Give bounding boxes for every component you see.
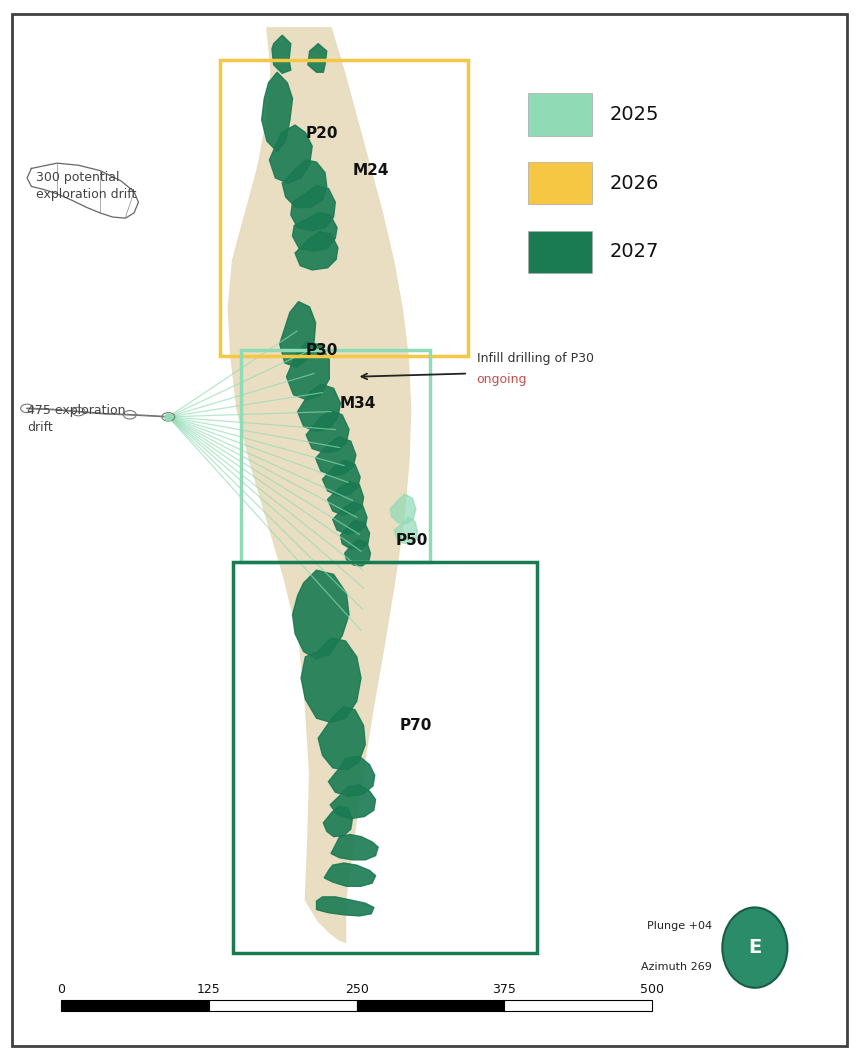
Text: 250: 250	[344, 984, 369, 996]
Text: M24: M24	[352, 163, 389, 178]
Polygon shape	[344, 540, 370, 566]
Text: 475 exploration
drift: 475 exploration drift	[27, 404, 125, 434]
Bar	[209, 1001, 356, 1011]
Polygon shape	[324, 863, 375, 886]
Polygon shape	[330, 784, 375, 818]
Polygon shape	[322, 460, 360, 496]
Polygon shape	[315, 437, 356, 476]
Polygon shape	[270, 125, 312, 183]
Polygon shape	[280, 302, 315, 367]
Polygon shape	[293, 570, 349, 659]
Polygon shape	[306, 410, 349, 453]
Polygon shape	[287, 341, 329, 400]
Text: E: E	[748, 938, 761, 957]
Polygon shape	[318, 707, 365, 770]
Text: Infill drilling of P30: Infill drilling of P30	[477, 352, 594, 365]
Polygon shape	[295, 232, 338, 270]
Text: 500: 500	[640, 984, 664, 996]
Polygon shape	[291, 186, 335, 231]
Polygon shape	[394, 517, 417, 544]
Bar	[241, 350, 430, 562]
Polygon shape	[301, 638, 361, 723]
Text: 300 potential
exploration drift: 300 potential exploration drift	[35, 172, 136, 201]
Polygon shape	[293, 213, 337, 251]
Text: 0: 0	[58, 984, 65, 996]
Polygon shape	[228, 28, 411, 942]
Bar	[61, 1001, 209, 1011]
Polygon shape	[272, 35, 291, 73]
Bar	[528, 231, 592, 273]
Text: P70: P70	[399, 718, 432, 734]
Bar	[220, 59, 468, 355]
Text: 375: 375	[492, 984, 516, 996]
Bar	[528, 162, 592, 205]
Text: 125: 125	[198, 984, 221, 996]
Polygon shape	[328, 756, 375, 796]
Polygon shape	[323, 806, 352, 836]
Text: P30: P30	[305, 342, 338, 358]
Polygon shape	[262, 72, 293, 152]
Polygon shape	[327, 481, 363, 515]
Text: 2025: 2025	[609, 105, 659, 124]
Polygon shape	[390, 494, 416, 524]
Polygon shape	[297, 384, 340, 431]
Text: 2026: 2026	[609, 174, 659, 193]
Text: M34: M34	[339, 395, 376, 410]
Polygon shape	[332, 502, 367, 534]
Bar	[356, 1001, 504, 1011]
Polygon shape	[340, 520, 369, 549]
Text: P50: P50	[395, 533, 428, 548]
Bar	[504, 1001, 652, 1011]
Text: Azimuth 269: Azimuth 269	[641, 961, 712, 972]
Text: P20: P20	[305, 126, 338, 141]
Polygon shape	[283, 160, 326, 208]
Bar	[233, 562, 537, 953]
Polygon shape	[331, 834, 378, 860]
Text: 2027: 2027	[609, 243, 659, 262]
Text: Plunge +04: Plunge +04	[647, 921, 712, 932]
Bar	[528, 93, 592, 136]
Polygon shape	[316, 897, 374, 916]
Text: ongoing: ongoing	[477, 373, 527, 386]
Polygon shape	[308, 43, 326, 72]
Circle shape	[722, 907, 788, 988]
